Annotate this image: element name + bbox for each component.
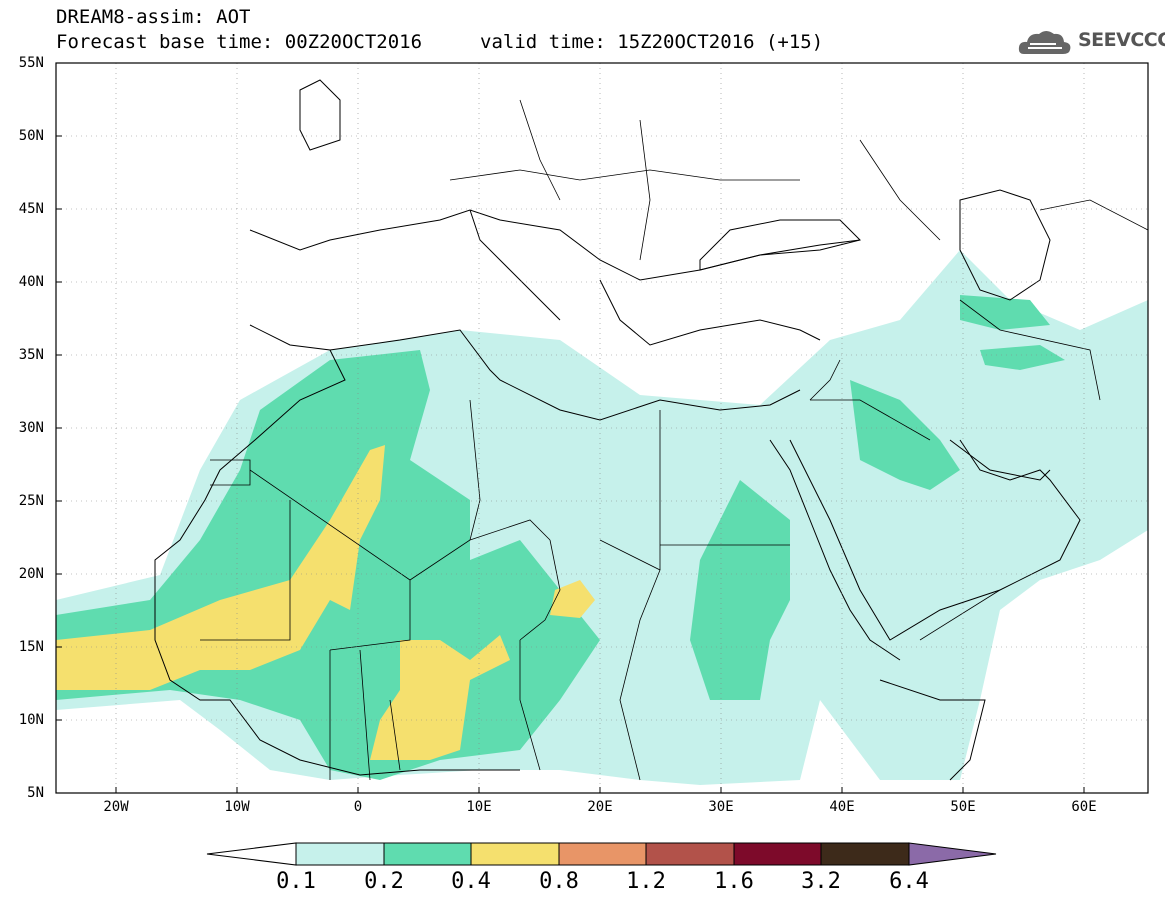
border-chad xyxy=(519,539,561,641)
coastline-horn xyxy=(879,679,986,781)
colorbar-swatch-5 xyxy=(733,842,822,866)
aot-band-0.4 xyxy=(56,445,385,690)
border-europe-2 xyxy=(519,99,561,201)
colorbar-label-0.1: 0.1 xyxy=(276,869,316,894)
lat-tick-55n: 55N xyxy=(18,55,44,71)
colorbar-label-0.2: 0.2 xyxy=(364,869,404,894)
title-line-2: Forecast base time: 00Z20OCT2016 xyxy=(56,31,423,53)
colorbar-label-6.4: 6.4 xyxy=(889,869,929,894)
border-mali xyxy=(200,500,291,641)
coastline-italy xyxy=(469,209,561,321)
colorbar-swatch-1 xyxy=(383,842,472,866)
border-iraq xyxy=(809,359,841,401)
border-iran xyxy=(959,299,1101,401)
lon-tick-10e: 10E xyxy=(466,799,492,815)
coastline-arabia xyxy=(789,439,1081,641)
aot-band-0.2 xyxy=(960,295,1050,330)
coastline-caspian xyxy=(959,189,1051,301)
colorbar-swatch-0 xyxy=(295,842,385,866)
lat-tick-15n: 15N xyxy=(18,639,44,655)
border-europe-1 xyxy=(449,169,800,181)
colorbar-low-arrow xyxy=(206,842,297,866)
coastline-greece-turkey xyxy=(599,279,821,346)
colorbar-swatch-6 xyxy=(820,842,910,866)
border-niger xyxy=(469,519,551,541)
lat-tick-50n: 50N xyxy=(18,128,44,144)
valid-time: valid time: 15Z20OCT2016 (+15) xyxy=(480,31,824,53)
gridlines xyxy=(56,63,1148,793)
colorbar-swatch-3 xyxy=(558,842,647,866)
lon-tick-0: 0 xyxy=(353,799,363,815)
colorbar-label-0.4: 0.4 xyxy=(451,869,491,894)
coastline-north-africa xyxy=(329,329,801,421)
border-cameroon xyxy=(519,640,541,771)
colorbar-label-1.2: 1.2 xyxy=(626,869,666,894)
border-europe-3 xyxy=(639,119,651,261)
aot-shading xyxy=(56,250,1148,785)
lat-tick-30n: 30N xyxy=(18,420,44,436)
lat-tick-40n: 40N xyxy=(18,274,44,290)
seevccc-cloud-logo-icon xyxy=(1018,31,1071,54)
lon-tick-60e: 60E xyxy=(1071,799,1097,815)
logo-text: SEEVCCC xyxy=(1078,29,1165,51)
border-algeria-libya xyxy=(409,399,481,581)
colorbar-high-arrow xyxy=(908,842,997,866)
lon-tick-20e: 20E xyxy=(587,799,613,815)
colorbar-label-3.2: 3.2 xyxy=(801,869,841,894)
border-saudi xyxy=(810,399,931,441)
aot-band-0.4 xyxy=(550,580,595,618)
border-yemen xyxy=(919,589,1001,641)
border-west-africa xyxy=(329,649,401,781)
coastline-britain xyxy=(299,79,341,151)
lon-tick-20w: 20W xyxy=(103,799,129,815)
lat-tick-20n: 20N xyxy=(18,566,44,582)
lat-tick-10n: 10N xyxy=(18,712,44,728)
coastline-africa-west xyxy=(154,324,520,776)
lat-tick-45n: 45N xyxy=(18,201,44,217)
coastlines xyxy=(154,79,1081,781)
lat-tick-35n: 35N xyxy=(18,347,44,363)
border-sudan-2 xyxy=(599,539,661,781)
border-sahara-2 xyxy=(249,469,411,651)
coastline-black-sea xyxy=(699,219,861,271)
colorbar-label-0.8: 0.8 xyxy=(539,869,579,894)
lat-tick-5n: 5N xyxy=(27,785,44,801)
colorbar xyxy=(206,842,997,866)
lon-tick-10w: 10W xyxy=(224,799,250,815)
colorbar-swatch-2 xyxy=(470,842,560,866)
colorbar-label-1.6: 1.6 xyxy=(714,869,754,894)
aot-band-0.2 xyxy=(690,480,790,700)
lon-tick-50e: 50E xyxy=(950,799,976,815)
axis-ticks xyxy=(56,62,1085,793)
border-kazakhstan xyxy=(1039,199,1149,231)
aot-band-0.2 xyxy=(850,380,960,490)
lon-tick-40e: 40E xyxy=(829,799,855,815)
border-sahara-1 xyxy=(210,459,251,486)
lat-tick-25n: 25N xyxy=(18,493,44,509)
lon-tick-30e: 30E xyxy=(708,799,734,815)
country-borders xyxy=(200,99,1149,781)
title-line-1: DREAM8-assim: AOT xyxy=(56,6,251,28)
colorbar-swatch-4 xyxy=(645,842,735,866)
aot-band-0.2 xyxy=(980,345,1065,370)
coastline-red-sea xyxy=(769,439,901,661)
coastline-europe xyxy=(249,209,861,281)
coastline-persian-gulf xyxy=(949,439,1051,481)
aot-band-0.4 xyxy=(370,635,510,760)
border-russia xyxy=(859,139,941,241)
